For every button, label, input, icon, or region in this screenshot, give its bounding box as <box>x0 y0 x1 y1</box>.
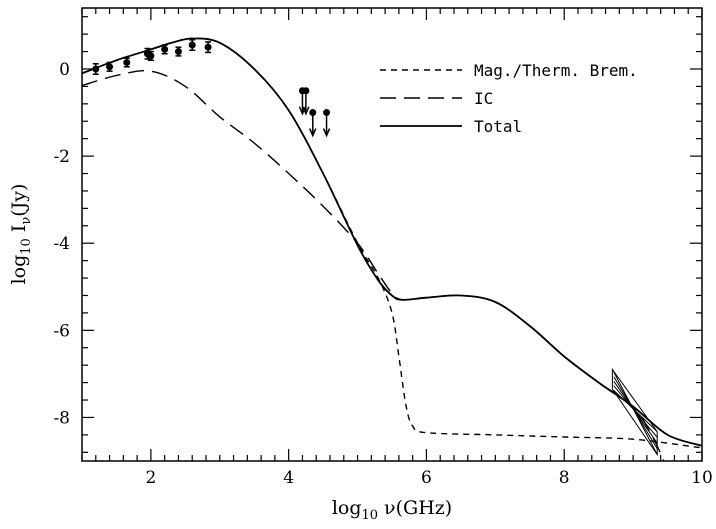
legend: Mag./Therm. Brem. IC Total <box>380 61 638 136</box>
y-tick-label: -2 <box>53 147 70 167</box>
x-axis-variable: ν(GHz) <box>384 497 452 519</box>
y-tick-label: -4 <box>53 234 70 254</box>
model-curves <box>82 37 702 461</box>
data-point <box>188 41 196 49</box>
data-point <box>204 43 212 51</box>
series-short-dash-line <box>82 37 702 449</box>
axis-ticks <box>81 8 703 461</box>
x-tick-label: 8 <box>559 468 570 488</box>
y-axis-variable-sub: ν <box>19 217 34 225</box>
y-tick-label: -8 <box>53 408 70 428</box>
y-axis-unit: (Jy) <box>8 184 30 217</box>
y-axis-log-base: 10 <box>19 238 34 255</box>
x-axis-log-base: 10 <box>362 508 379 523</box>
x-tick-label: 10 <box>691 468 713 488</box>
upper-limit-point <box>323 109 331 117</box>
upper-limits <box>298 87 331 138</box>
bowtie-group <box>611 367 658 457</box>
x-axis-log: log <box>332 497 362 519</box>
bowtie-line <box>613 371 658 455</box>
x-tick-label: 2 <box>145 468 156 488</box>
y-axis-title: log10 Iν(Jy) <box>8 184 34 285</box>
data-point <box>147 52 155 60</box>
bowtie-outline <box>611 367 658 457</box>
upper-limit-arrowhead <box>322 128 331 138</box>
plot-frame <box>81 7 703 462</box>
series-solid-line <box>82 37 702 447</box>
upper-limit-arrowhead <box>302 106 310 116</box>
upper-limit-arrowhead <box>309 128 317 138</box>
y-tick-label: 0 <box>59 60 70 80</box>
data-points <box>92 39 212 75</box>
upper-limit-point <box>309 109 317 117</box>
series-long-dash-line <box>82 70 665 461</box>
legend-label: Mag./Therm. Brem. <box>474 61 638 80</box>
tick-labels: 2 4 6 8 10 0 -2 -4 -6 -8 <box>53 60 712 488</box>
data-point <box>106 63 114 71</box>
x-tick-label: 6 <box>421 468 432 488</box>
x-axis-title: log10 ν(GHz) <box>332 497 452 523</box>
y-axis-log: log <box>8 255 30 285</box>
data-point <box>174 48 182 56</box>
y-axis-variable: I <box>8 225 30 233</box>
data-point <box>161 45 169 53</box>
data-point <box>92 65 100 73</box>
legend-label: Total <box>474 117 522 136</box>
upper-limit-point <box>302 87 310 95</box>
legend-label: IC <box>474 89 493 108</box>
data-point <box>123 58 131 66</box>
x-tick-label: 4 <box>283 468 294 488</box>
y-tick-label: -6 <box>53 321 70 341</box>
